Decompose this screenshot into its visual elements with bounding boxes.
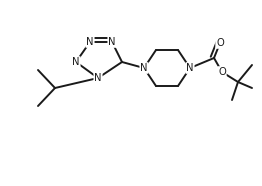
Text: N: N	[86, 37, 94, 47]
Text: N: N	[72, 57, 80, 67]
Text: N: N	[108, 37, 116, 47]
Text: O: O	[216, 38, 224, 48]
Text: N: N	[94, 73, 102, 83]
Text: O: O	[218, 67, 226, 77]
Text: N: N	[186, 63, 194, 73]
Text: N: N	[140, 63, 148, 73]
